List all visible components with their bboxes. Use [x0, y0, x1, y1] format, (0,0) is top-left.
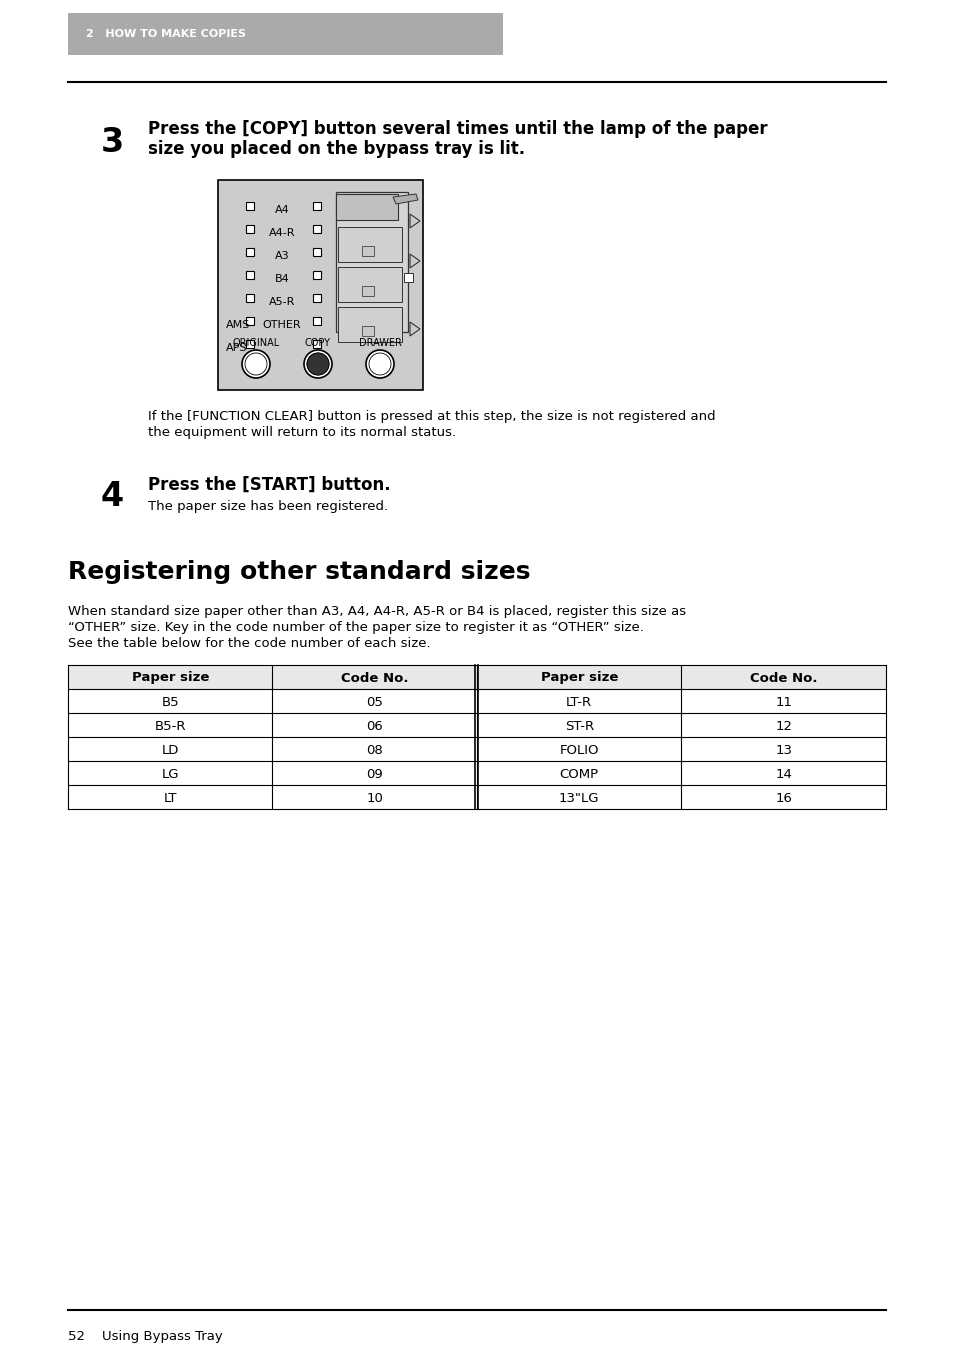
Bar [218, 181, 422, 390]
Text: Paper size: Paper size [132, 671, 209, 685]
Bar [68, 785, 885, 809]
Text: ST-R: ST-R [564, 720, 593, 732]
Bar [246, 294, 253, 302]
Bar [313, 317, 320, 325]
Circle shape [245, 353, 267, 375]
Bar [337, 267, 401, 302]
Text: 4: 4 [100, 480, 124, 514]
Text: 3: 3 [100, 125, 124, 159]
Bar [313, 202, 320, 210]
Bar [313, 340, 320, 348]
Bar [403, 274, 413, 282]
Text: 52    Using Bypass Tray: 52 Using Bypass Tray [68, 1330, 222, 1343]
Bar [313, 271, 320, 279]
Text: A4-R: A4-R [269, 228, 294, 239]
Circle shape [369, 353, 391, 375]
Text: LT-R: LT-R [565, 696, 592, 709]
Bar [313, 225, 320, 233]
Text: Code No.: Code No. [340, 671, 408, 685]
Text: 10: 10 [366, 791, 383, 805]
Bar [246, 271, 253, 279]
Text: APS: APS [226, 342, 247, 353]
Text: “OTHER” size. Key in the code number of the paper size to register it as “OTHER”: “OTHER” size. Key in the code number of … [68, 621, 643, 634]
Circle shape [307, 353, 329, 375]
Text: The paper size has been registered.: The paper size has been registered. [148, 500, 388, 514]
Text: 14: 14 [775, 767, 791, 780]
Circle shape [304, 350, 332, 377]
Bar [68, 713, 885, 737]
Bar [68, 737, 885, 762]
Text: 09: 09 [366, 767, 383, 780]
Circle shape [242, 350, 270, 377]
Text: A4: A4 [274, 205, 289, 214]
Bar [337, 226, 401, 262]
Text: A5-R: A5-R [269, 297, 294, 307]
Bar [361, 326, 374, 336]
Text: 2   HOW TO MAKE COPIES: 2 HOW TO MAKE COPIES [86, 30, 246, 39]
Bar [68, 689, 885, 713]
Text: AMS: AMS [226, 319, 250, 330]
Bar [313, 294, 320, 302]
Bar [246, 317, 253, 325]
Text: B5-R: B5-R [154, 720, 186, 732]
Text: 13"LG: 13"LG [558, 791, 598, 805]
Text: COMP: COMP [559, 767, 598, 780]
Text: 11: 11 [775, 696, 791, 709]
Bar [246, 202, 253, 210]
Text: Code No.: Code No. [749, 671, 817, 685]
Bar [335, 191, 408, 332]
Bar [337, 307, 401, 342]
Text: LT: LT [163, 791, 177, 805]
Bar [313, 248, 320, 256]
Text: ORIGINAL: ORIGINAL [233, 338, 279, 348]
Text: 16: 16 [775, 791, 791, 805]
Text: A3: A3 [274, 251, 289, 262]
Text: B4: B4 [274, 274, 289, 284]
Text: DRAWER: DRAWER [358, 338, 401, 348]
Text: 06: 06 [366, 720, 383, 732]
Text: COPY: COPY [305, 338, 331, 348]
Circle shape [307, 353, 329, 375]
Text: the equipment will return to its normal status.: the equipment will return to its normal … [148, 426, 456, 439]
Polygon shape [393, 194, 417, 204]
Bar [246, 248, 253, 256]
Bar [335, 194, 397, 220]
Text: 05: 05 [366, 696, 383, 709]
Text: 08: 08 [366, 744, 383, 756]
Text: B5: B5 [161, 696, 179, 709]
Bar [361, 286, 374, 297]
Text: Registering other standard sizes: Registering other standard sizes [68, 559, 530, 584]
Bar [68, 13, 502, 55]
Text: FOLIO: FOLIO [558, 744, 598, 756]
Text: See the table below for the code number of each size.: See the table below for the code number … [68, 638, 430, 650]
Text: size you placed on the bypass tray is lit.: size you placed on the bypass tray is li… [148, 140, 524, 158]
Text: LD: LD [161, 744, 179, 756]
Circle shape [366, 350, 394, 377]
Bar [361, 245, 374, 256]
Bar [68, 762, 885, 785]
Text: OTHER: OTHER [262, 319, 301, 330]
Text: LG: LG [161, 767, 179, 780]
Text: 13: 13 [775, 744, 791, 756]
Text: If the [FUNCTION CLEAR] button is pressed at this step, the size is not register: If the [FUNCTION CLEAR] button is presse… [148, 410, 715, 423]
Bar [246, 225, 253, 233]
Text: When standard size paper other than A3, A4, A4-R, A5-R or B4 is placed, register: When standard size paper other than A3, … [68, 605, 685, 617]
Bar [68, 665, 885, 689]
Text: Press the [COPY] button several times until the lamp of the paper: Press the [COPY] button several times un… [148, 120, 767, 137]
Text: Paper size: Paper size [540, 671, 618, 685]
Text: 12: 12 [775, 720, 791, 732]
Text: Press the [START] button.: Press the [START] button. [148, 476, 390, 493]
Bar [246, 340, 253, 348]
